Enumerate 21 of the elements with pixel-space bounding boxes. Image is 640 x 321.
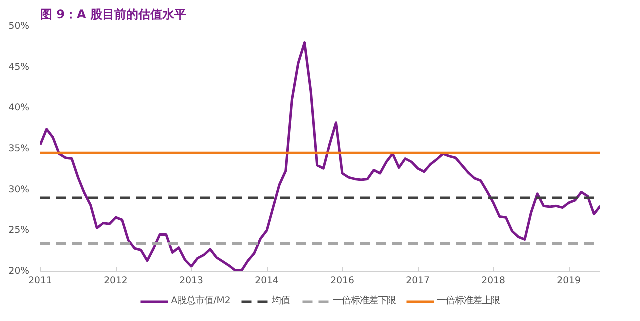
y-tick-label: 30%	[8, 184, 30, 196]
x-tick-label: 2016	[330, 276, 354, 286]
x-tick-label: 2019	[557, 276, 581, 286]
x-tick-label: 2011	[28, 276, 52, 286]
y-tick-label: 40%	[8, 102, 30, 114]
y-tick-label: 35%	[8, 144, 30, 154]
x-tick-label: 2012	[104, 276, 128, 286]
x-tick-label: 2017	[406, 276, 430, 286]
y-tick-label: 20%	[8, 266, 30, 277]
legend-label: 一倍标准差下限	[332, 294, 396, 308]
y-tick-label: 25%	[8, 225, 30, 236]
x-tick-label: 2013	[180, 276, 204, 286]
legend-label: A股总市值/M2	[171, 294, 231, 308]
chart-title: 图 9：A 股目前的估值水平	[40, 8, 186, 22]
legend-label: 一倍标准差上限	[436, 294, 500, 308]
y-tick-label: 45%	[8, 62, 30, 73]
x-tick-label: 2018	[482, 276, 506, 286]
y-tick-label: 50%	[8, 21, 30, 32]
line-series	[40, 42, 600, 272]
x-tick-label: 2014	[255, 276, 279, 286]
legend-label: 均值	[272, 294, 292, 308]
